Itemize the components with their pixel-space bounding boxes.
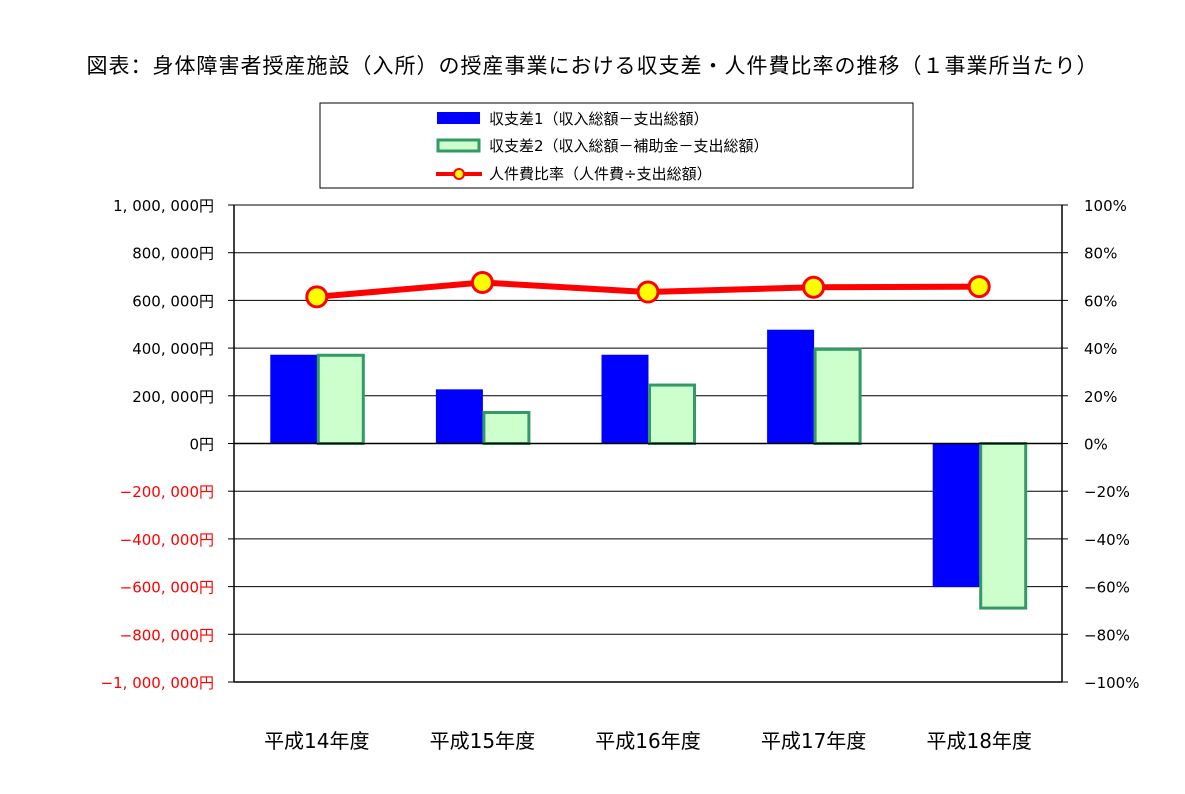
right-tick-label: 60%	[1084, 292, 1117, 310]
bar-series1	[932, 443, 980, 588]
right-tick-label: −20%	[1084, 483, 1130, 501]
legend-box	[319, 102, 914, 189]
bar-series2	[979, 442, 1028, 610]
left-tick-label: −800, 000円	[120, 626, 214, 644]
left-tick-label: 800, 000円	[132, 245, 214, 263]
bar-series2	[316, 353, 365, 446]
right-tick-label: 20%	[1084, 388, 1117, 406]
right-tick-label: −40%	[1084, 531, 1130, 549]
bars	[270, 329, 1028, 610]
ratio-line	[305, 271, 991, 309]
category-label: 平成16年度	[595, 729, 700, 753]
category-label: 平成18年度	[926, 729, 1031, 753]
legend-label-series1: 収支差1（収入総額－支出総額）	[489, 110, 709, 128]
left-tick-label: −1, 000, 000円	[101, 674, 214, 692]
bar-series2	[648, 383, 696, 446]
legend-swatch-series1	[437, 112, 480, 124]
left-tick-label: −200, 000円	[120, 483, 214, 501]
right-tick-label: 40%	[1084, 340, 1117, 358]
bar-series1	[435, 389, 483, 444]
category-labels: 平成14年度 平成15年度 平成16年度 平成17年度 平成18年度	[264, 729, 1032, 753]
bar-series2	[482, 410, 531, 445]
legend: 収支差1（収入総額－支出総額） 収支差2（収入総額－補助金－支出総額） 人件費比…	[319, 102, 914, 189]
legend-swatch-series2	[436, 138, 481, 153]
ratio-point	[802, 275, 826, 299]
left-tick-label: −600, 000円	[120, 579, 214, 597]
right-tick-label: 80%	[1084, 245, 1117, 263]
right-tick-label: −100%	[1084, 674, 1139, 692]
right-tick-label: 0%	[1084, 436, 1108, 454]
ratio-point	[636, 280, 660, 304]
right-tick-label: −80%	[1084, 626, 1130, 644]
ratio-point	[305, 285, 329, 309]
bar-series2	[813, 347, 862, 446]
category-label: 平成17年度	[761, 729, 866, 753]
axes	[228, 204, 1068, 683]
left-tick-label: 0円	[189, 436, 214, 454]
category-label: 平成15年度	[430, 729, 535, 753]
bar-series1	[767, 329, 815, 444]
ratio-point	[470, 271, 494, 295]
ratio-point	[967, 275, 991, 299]
legend-marker-series3	[453, 168, 465, 180]
bar-series1	[270, 354, 318, 445]
left-tick-label: −400, 000円	[120, 531, 214, 549]
category-label: 平成14年度	[264, 729, 369, 753]
left-tick-label: 200, 000円	[132, 388, 214, 406]
left-tick-label: 600, 000円	[132, 292, 214, 310]
right-tick-label: 100%	[1084, 197, 1127, 215]
right-tick-label: −60%	[1084, 579, 1130, 597]
tick-labels: 1, 000, 000円 100% 800, 000円 80% 600, 000円 60%…	[101, 197, 1140, 692]
left-tick-label: 1, 000, 000円	[113, 197, 214, 215]
legend-label-series3: 人件費比率（人件費÷支出総額）	[489, 165, 712, 183]
left-tick-label: 400, 000円	[132, 340, 214, 358]
bar-series1	[601, 354, 649, 445]
chart-title: 図表：身体障害者授産施設（入所）の授産事業における収支差・人件費比率の推移（１事…	[86, 54, 1099, 78]
legend-label-series2: 収支差2（収入総額－補助金－支出総額）	[489, 137, 769, 155]
